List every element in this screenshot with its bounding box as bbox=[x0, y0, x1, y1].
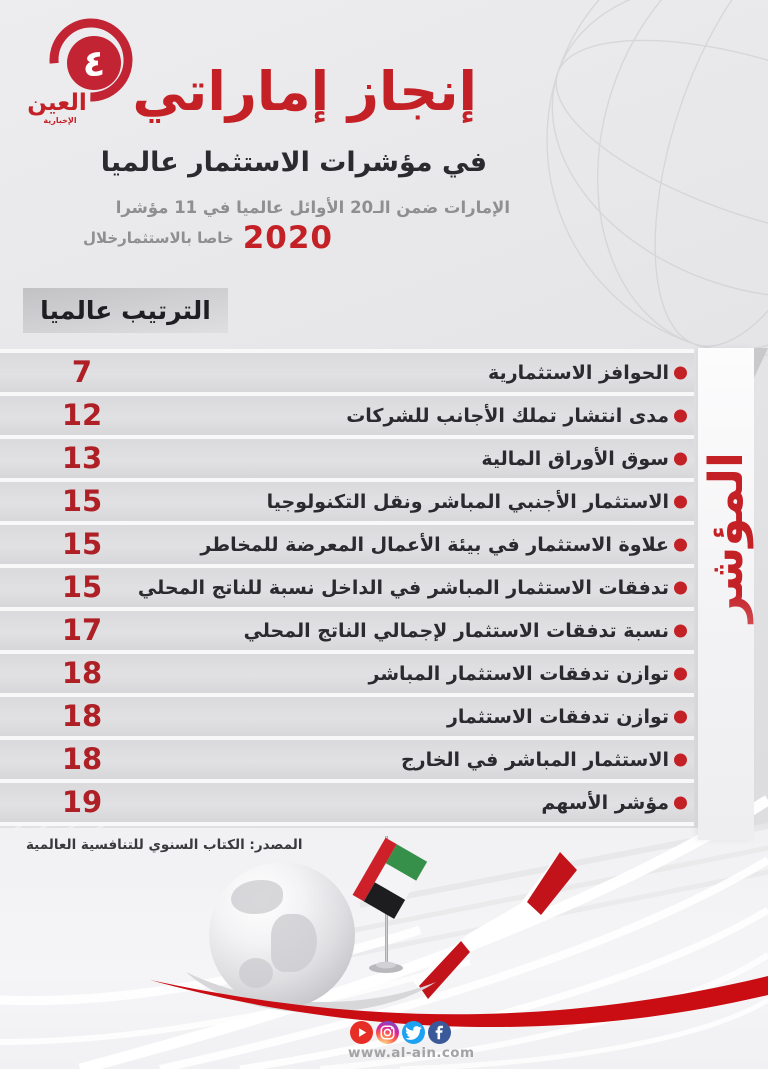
rank-value: 18 bbox=[61, 656, 103, 690]
year-value: 2020 bbox=[242, 220, 333, 256]
bullet-icon bbox=[674, 796, 687, 809]
instagram-icon[interactable] bbox=[376, 1021, 399, 1044]
rank-value: 7 bbox=[71, 355, 93, 389]
rank-value: 13 bbox=[61, 441, 103, 475]
rank-value: 15 bbox=[61, 527, 103, 561]
bullet-icon bbox=[674, 366, 687, 379]
rank-column-header: الترتيب عالميا bbox=[23, 288, 228, 333]
ribbon-fold bbox=[754, 348, 768, 378]
table-row: 17 نسبة تدفقات الاستثمار لإجمالي الناتج … bbox=[0, 611, 694, 650]
logo-disc bbox=[67, 36, 121, 90]
continent-shape bbox=[271, 914, 317, 972]
al-ain-logo[interactable]: ٤ bbox=[18, 8, 138, 138]
table-row: 18 توازن تدفقات الاستثمار bbox=[0, 697, 694, 736]
page-subtitle: في مؤشرات الاستثمار عالميا bbox=[100, 147, 487, 178]
bullet-icon bbox=[674, 624, 687, 637]
source-note: المصدر: الكتاب السنوي للتنافسية العالمية bbox=[26, 837, 303, 853]
bullet-icon bbox=[674, 538, 687, 551]
rank-value: 15 bbox=[61, 484, 103, 518]
indicator-label: مدى انتشار تملك الأجانب للشركات bbox=[346, 405, 669, 427]
table-row: 15 علاوة الاستثمار في بيئة الأعمال المعر… bbox=[0, 525, 694, 564]
rank-value: 18 bbox=[61, 742, 103, 776]
wireframe-globe-graphic bbox=[546, 0, 768, 356]
uae-flag bbox=[352, 836, 428, 973]
header-year-line: خاصا بالاستثمارخلال 2020 bbox=[83, 220, 333, 256]
website-url[interactable]: www.al-ain.com bbox=[348, 1045, 475, 1061]
continent-shape bbox=[231, 880, 283, 914]
indicator-label: توازن تدفقات الاستثمار bbox=[446, 706, 669, 728]
logo-symbol: ٤ bbox=[83, 42, 106, 85]
indicator-column-header-wrap: المؤشر bbox=[699, 452, 754, 784]
indicator-label: سوق الأوراق المالية bbox=[481, 448, 669, 470]
table-row: 7 الحوافز الاستثمارية bbox=[0, 353, 694, 392]
twitter-icon[interactable] bbox=[402, 1021, 425, 1044]
indicator-label: مؤشر الأسهم bbox=[541, 792, 669, 814]
indicator-label: علاوة الاستثمار في بيئة الأعمال المعرضة … bbox=[200, 534, 669, 556]
bullet-icon bbox=[674, 409, 687, 422]
bullet-icon bbox=[674, 581, 687, 594]
logo-name: العين bbox=[27, 90, 87, 116]
rank-value: 18 bbox=[61, 699, 103, 733]
bullet-icon bbox=[674, 667, 687, 680]
table-row: 18 الاستثمار المباشر في الخارج bbox=[0, 740, 694, 779]
indicator-ribbon bbox=[698, 348, 754, 840]
indicator-column-header: المؤشر bbox=[699, 452, 754, 623]
table-row: 13 سوق الأوراق المالية bbox=[0, 439, 694, 478]
table-row: 15 تدفقات الاستثمار المباشر في الداخل نس… bbox=[0, 568, 694, 607]
header-description: الإمارات ضمن الـ20 الأوائل عالميا في 11 … bbox=[115, 198, 510, 217]
youtube-icon[interactable] bbox=[350, 1021, 373, 1044]
logo-ring bbox=[49, 18, 133, 102]
social-icons bbox=[350, 1021, 451, 1044]
rank-value: 19 bbox=[61, 785, 103, 819]
flag-cloth bbox=[352, 837, 428, 919]
indicator-label: الاستثمار المباشر في الخارج bbox=[400, 749, 669, 771]
continent-shape bbox=[239, 958, 273, 988]
indicator-label: تدفقات الاستثمار المباشر في الداخل نسبة … bbox=[137, 577, 669, 599]
indicator-label: الاستثمار الأجنبي المباشر ونقل التكنولوج… bbox=[266, 491, 669, 513]
rank-value: 17 bbox=[61, 613, 103, 647]
table-row: 18 توازن تدفقات الاستثمار المباشر bbox=[0, 654, 694, 693]
bullet-icon bbox=[674, 710, 687, 723]
logo-subtitle: الإخبارية bbox=[43, 116, 77, 125]
indicator-label: الحوافز الاستثمارية bbox=[488, 362, 669, 384]
bullet-icon bbox=[674, 495, 687, 508]
table-row: 15 الاستثمار الأجنبي المباشر ونقل التكنو… bbox=[0, 482, 694, 521]
year-line-label: خاصا بالاستثمارخلال bbox=[82, 229, 234, 247]
indicators-table: 7 الحوافز الاستثمارية 12 مدى انتشار تملك… bbox=[0, 349, 694, 826]
facebook-icon[interactable] bbox=[428, 1021, 451, 1044]
table-row: 19 مؤشر الأسهم bbox=[0, 783, 694, 822]
indicator-label: نسبة تدفقات الاستثمار لإجمالي الناتج الم… bbox=[243, 620, 669, 642]
table-row: 12 مدى انتشار تملك الأجانب للشركات bbox=[0, 396, 694, 435]
bullet-icon bbox=[674, 452, 687, 465]
indicator-label: توازن تدفقات الاستثمار المباشر bbox=[368, 663, 669, 685]
page-title: إنجاز إماراتي bbox=[132, 60, 477, 123]
rank-value: 12 bbox=[61, 398, 103, 432]
bullet-icon bbox=[674, 753, 687, 766]
rank-value: 15 bbox=[61, 570, 103, 604]
